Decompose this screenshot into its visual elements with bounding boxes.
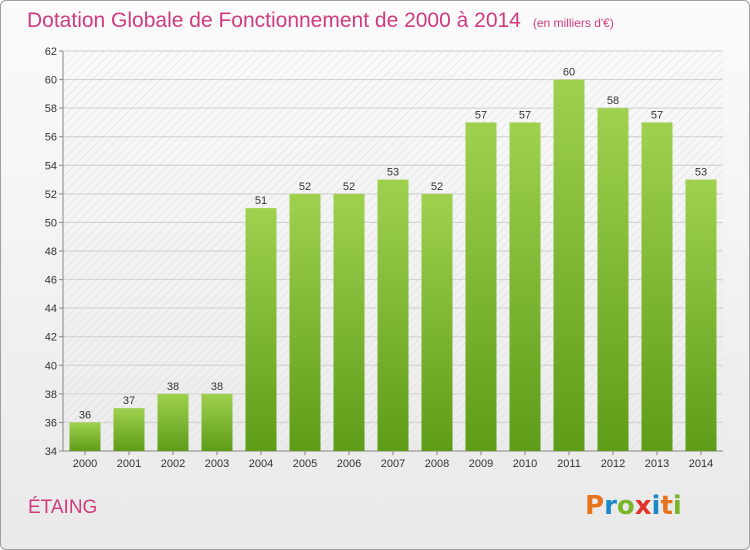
logo-letter: o — [616, 491, 635, 521]
x-tick-label: 2008 — [425, 458, 449, 470]
bar — [597, 108, 629, 452]
bar-value-label: 53 — [695, 167, 707, 179]
logo-letter: i — [672, 491, 682, 521]
bar-value-label: 52 — [431, 181, 443, 193]
y-tick-label: 48 — [45, 246, 57, 258]
bar — [465, 122, 497, 451]
bar — [245, 208, 277, 451]
x-tick-label: 2012 — [601, 458, 625, 470]
bar — [685, 179, 717, 452]
bar-value-label: 38 — [167, 381, 179, 393]
y-tick-label: 52 — [45, 189, 57, 201]
bar — [377, 179, 409, 452]
logo-letter: P — [585, 491, 605, 521]
chart-subtitle: (en milliers d'€) — [532, 16, 614, 30]
x-tick-label: 2014 — [689, 458, 713, 470]
bar-value-label: 38 — [211, 381, 223, 393]
y-tick-label: 38 — [45, 389, 57, 401]
bar — [641, 122, 673, 451]
bar-value-label: 36 — [79, 409, 91, 421]
bar-value-label: 53 — [387, 167, 399, 179]
bar-value-label: 52 — [299, 181, 311, 193]
bar-value-label: 60 — [563, 67, 575, 79]
logo-letter: x — [634, 491, 652, 521]
x-tick-label: 2001 — [117, 458, 141, 470]
x-tick-label: 2011 — [557, 458, 581, 470]
x-tick-label: 2003 — [205, 458, 229, 470]
y-tick-label: 56 — [45, 132, 57, 144]
bar — [201, 393, 233, 451]
bar-value-label: 57 — [475, 109, 487, 121]
y-tick-label: 44 — [45, 303, 57, 315]
bar — [509, 122, 541, 451]
bar — [113, 408, 145, 451]
bar — [421, 193, 453, 451]
x-tick-label: 2010 — [513, 458, 537, 470]
x-tick-label: 2004 — [249, 458, 273, 470]
x-tick-label: 2009 — [469, 458, 493, 470]
y-tick-label: 40 — [45, 360, 57, 372]
y-tick-label: 42 — [45, 332, 57, 344]
y-tick-label: 60 — [45, 75, 57, 87]
x-tick-label: 2005 — [293, 458, 317, 470]
bar-value-label: 58 — [607, 95, 619, 107]
chart-title: Dotation Globale de Fonctionnement de 20… — [27, 9, 614, 33]
logo-letter: t — [660, 491, 673, 521]
chart-title-text: Dotation Globale de Fonctionnement de 20… — [27, 9, 521, 32]
y-tick-label: 46 — [45, 275, 57, 287]
bar — [289, 193, 321, 451]
x-tick-label: 2006 — [337, 458, 361, 470]
bar-value-label: 57 — [519, 109, 531, 121]
y-tick-label: 54 — [45, 160, 57, 172]
bar — [333, 193, 365, 451]
logo-letter: i — [651, 491, 661, 521]
y-tick-label: 58 — [45, 103, 57, 115]
y-tick-label: 34 — [45, 446, 57, 458]
y-tick-label: 36 — [45, 417, 57, 429]
x-tick-label: 2002 — [161, 458, 185, 470]
bar-value-label: 37 — [123, 395, 135, 407]
x-tick-label: 2013 — [645, 458, 669, 470]
bar-value-label: 57 — [651, 109, 663, 121]
bar — [553, 79, 585, 452]
x-tick-label: 2007 — [381, 458, 405, 470]
proxiti-logo: Proxiti — [585, 491, 682, 521]
commune-name: ÉTAING — [28, 497, 98, 518]
bar-value-label: 51 — [255, 195, 267, 207]
y-tick-label: 62 — [45, 46, 57, 58]
bar-value-label: 52 — [343, 181, 355, 193]
bar — [69, 422, 101, 451]
y-tick-label: 50 — [45, 217, 57, 229]
x-tick-label: 2000 — [73, 458, 97, 470]
logo-letter: r — [604, 491, 617, 521]
bar — [157, 393, 189, 451]
